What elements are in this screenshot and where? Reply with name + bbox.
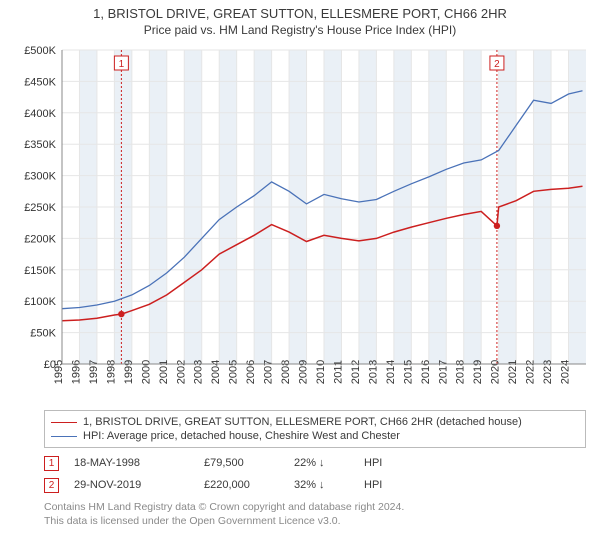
table-row: 2 29-NOV-2019 £220,000 32% ↓ HPI [44,474,586,496]
page-title: 1, BRISTOL DRIVE, GREAT SUTTON, ELLESMER… [0,0,600,21]
svg-text:£500K: £500K [24,46,56,57]
legend-item: HPI: Average price, detached house, Ches… [51,429,579,443]
transaction-date: 18-MAY-1998 [74,457,204,469]
svg-text:£400K: £400K [24,108,56,120]
svg-text:1998: 1998 [105,360,117,384]
svg-text:£450K: £450K [24,76,56,88]
svg-text:2024: 2024 [560,360,572,384]
transaction-date: 29-NOV-2019 [74,479,204,491]
svg-text:2005: 2005 [228,360,240,384]
svg-text:2: 2 [494,59,500,70]
svg-text:2009: 2009 [298,360,310,384]
svg-text:2022: 2022 [525,360,537,384]
transaction-price: £220,000 [204,479,294,491]
legend-label: 1, BRISTOL DRIVE, GREAT SUTTON, ELLESMER… [83,416,522,428]
svg-text:2017: 2017 [437,360,449,384]
svg-text:1995: 1995 [53,360,65,384]
arrow-down-icon: ↓ [319,480,325,491]
legend-swatch [51,436,77,437]
svg-text:2000: 2000 [140,360,152,384]
svg-text:2018: 2018 [455,360,467,384]
footer-line: Contains HM Land Registry data © Crown c… [44,500,586,514]
page-subtitle: Price paid vs. HM Land Registry's House … [0,21,600,41]
table-row: 1 18-MAY-1998 £79,500 22% ↓ HPI [44,452,586,474]
transaction-vs: HPI [364,479,444,491]
svg-text:2006: 2006 [245,360,257,384]
legend-label: HPI: Average price, detached house, Ches… [83,430,400,442]
transaction-marker-icon: 1 [44,456,59,471]
transaction-vs: HPI [364,457,444,469]
svg-text:£250K: £250K [24,202,56,214]
svg-text:2015: 2015 [402,360,414,384]
transaction-pct: 32% [294,479,316,491]
svg-text:2023: 2023 [542,360,554,384]
svg-text:2004: 2004 [210,360,222,384]
legend-swatch [51,422,77,423]
transaction-pct: 22% [294,457,316,469]
svg-text:2021: 2021 [507,360,519,384]
arrow-down-icon: ↓ [319,458,325,469]
svg-text:1997: 1997 [88,360,100,384]
svg-text:1: 1 [119,59,125,70]
svg-text:2020: 2020 [490,360,502,384]
footer-line: This data is licensed under the Open Gov… [44,514,586,528]
svg-text:2014: 2014 [385,360,397,384]
svg-text:2007: 2007 [263,360,275,384]
attribution-footer: Contains HM Land Registry data © Crown c… [44,500,586,528]
legend-item: 1, BRISTOL DRIVE, GREAT SUTTON, ELLESMER… [51,415,579,429]
svg-text:2003: 2003 [193,360,205,384]
transactions-table: 1 18-MAY-1998 £79,500 22% ↓ HPI 2 29-NOV… [44,452,586,496]
svg-text:2019: 2019 [472,360,484,384]
svg-text:2002: 2002 [175,360,187,384]
svg-text:2008: 2008 [280,360,292,384]
svg-text:2013: 2013 [367,360,379,384]
transaction-marker-icon: 2 [44,478,59,493]
svg-text:2001: 2001 [158,360,170,384]
svg-text:£100K: £100K [24,296,56,308]
price-chart: £0£50K£100K£150K£200K£250K£300K£350K£400… [0,46,600,404]
svg-text:1996: 1996 [70,360,82,384]
svg-text:2010: 2010 [315,360,327,384]
svg-text:£150K: £150K [24,265,56,277]
svg-text:2012: 2012 [350,360,362,384]
transaction-price: £79,500 [204,457,294,469]
svg-text:£200K: £200K [24,233,56,245]
svg-text:£350K: £350K [24,139,56,151]
svg-text:1999: 1999 [123,360,135,384]
chart-legend: 1, BRISTOL DRIVE, GREAT SUTTON, ELLESMER… [44,410,586,448]
svg-text:2016: 2016 [420,360,432,384]
svg-text:£300K: £300K [24,171,56,183]
svg-text:£50K: £50K [30,328,56,340]
